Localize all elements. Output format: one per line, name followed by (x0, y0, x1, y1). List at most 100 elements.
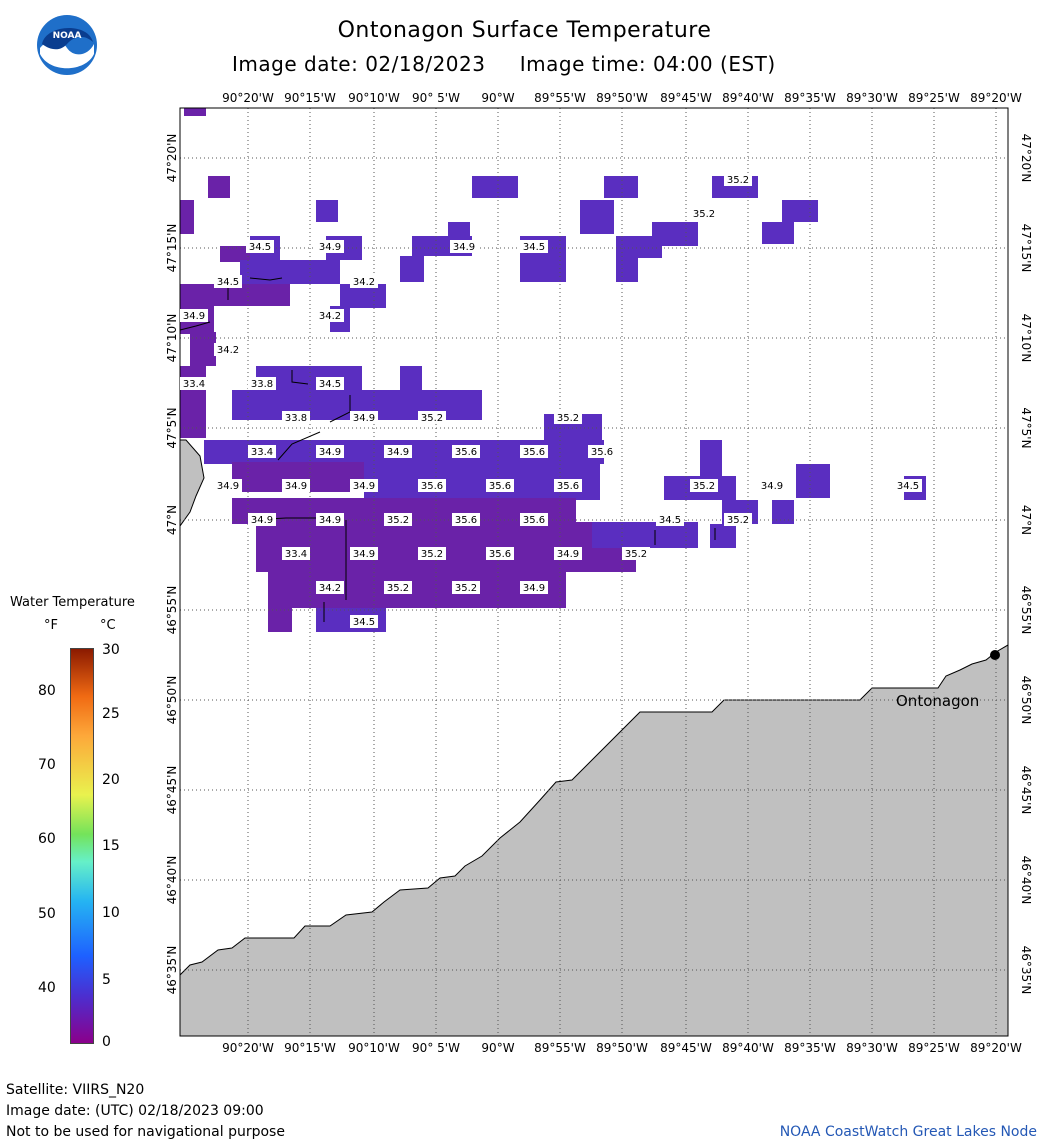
temperature-label: 33.4 (285, 549, 307, 560)
temperature-label: 34.2 (319, 311, 341, 322)
page-title: Ontonagon Surface Temperature (337, 18, 712, 43)
temperature-label-bg (214, 275, 242, 288)
temperature-label-bg (894, 479, 922, 492)
latitude-label: 46°55'N (165, 586, 179, 635)
latitude-label: 46°40'N (1019, 856, 1033, 905)
temperature-label: 35.6 (523, 447, 545, 458)
longitude-label: 89°30'W (846, 1041, 898, 1055)
temperature-label-bg (248, 377, 276, 390)
water-temperature-cell (316, 200, 338, 222)
temperature-label: 35.2 (387, 583, 409, 594)
latitude-label: 47°20'N (1019, 134, 1033, 183)
water-temperature-cell (268, 608, 292, 632)
temperature-label-bg (418, 547, 446, 560)
satellite-info: Satellite: VIIRS_N20 (6, 1082, 145, 1098)
legend-tick-c: 0 (102, 1034, 111, 1050)
temperature-label: 35.2 (625, 549, 647, 560)
water-temperature-cell (190, 332, 216, 366)
water-temperature-cell (772, 500, 794, 524)
legend-tick-f: 60 (38, 831, 56, 847)
temperature-label: 34.9 (557, 549, 579, 560)
temperature-label-bg (486, 547, 514, 560)
temperature-label-bg (554, 547, 582, 560)
temperature-label: 34.9 (353, 413, 375, 424)
latitude-label: 46°55'N (1019, 586, 1033, 635)
temperature-label-bg (248, 513, 276, 526)
temperature-label-bg (520, 513, 548, 526)
temperature-label-bg (554, 479, 582, 492)
latitude-label: 47°N (1019, 505, 1033, 535)
water-temperature-cell (472, 176, 518, 198)
temperature-label: 35.2 (693, 209, 715, 220)
legend-tick-f: 70 (38, 757, 56, 773)
temperature-label-bg (384, 581, 412, 594)
ontonagon-marker (990, 650, 1000, 660)
temperature-label: 34.2 (319, 583, 341, 594)
latitude-label: 46°50'N (1019, 676, 1033, 725)
temperature-label: 34.9 (285, 481, 307, 492)
latitude-label: 47°15'N (1019, 224, 1033, 273)
temperature-label-bg (520, 581, 548, 594)
water-temperature-cell (400, 256, 424, 282)
temperature-label-bg (246, 240, 274, 253)
legend-tick-c: 30 (102, 642, 120, 658)
temperature-label-bg (350, 275, 378, 288)
longitude-label: 89°35'W (784, 1041, 836, 1055)
latitude-label: 47°20'N (165, 134, 179, 183)
longitude-label: 89°50'W (596, 1041, 648, 1055)
latitude-label: 46°45'N (1019, 766, 1033, 815)
legend-tick-c: 25 (102, 706, 120, 722)
longitude-label: 90°W (481, 1041, 514, 1055)
longitude-label: 89°40'W (722, 1041, 774, 1055)
temperature-label: 33.8 (251, 379, 273, 390)
latitude-label: 47°N (165, 505, 179, 535)
longitude-label: 90°W (481, 91, 514, 105)
water-temperature-cell (604, 176, 638, 198)
legend-tick-c: 15 (102, 838, 120, 854)
place-label: Ontonagon (896, 692, 979, 710)
temperature-label-bg (350, 479, 378, 492)
longitude-label: 89°20'W (970, 1041, 1022, 1055)
temperature-label-bg (622, 547, 650, 560)
temperature-label: 35.2 (727, 175, 749, 186)
water-temperature-cell (762, 222, 794, 244)
temperature-label: 35.2 (727, 515, 749, 526)
temperature-label-bg (724, 173, 752, 186)
south-shore-land (180, 644, 1008, 1036)
temperature-label: 35.6 (421, 481, 443, 492)
navigation-warning: Not to be used for navigational purpose (6, 1124, 285, 1140)
temperature-label: 34.5 (523, 242, 545, 253)
longitude-label: 89°55'W (534, 1041, 586, 1055)
temperature-label-bg (248, 445, 276, 458)
temperature-label: 35.2 (557, 413, 579, 424)
longitude-label: 89°45'W (660, 91, 712, 105)
water-temperature-cell (710, 524, 736, 548)
water-temperature-cell (208, 176, 230, 198)
temperature-label-bg (180, 309, 208, 322)
longitude-label: 90°20'W (222, 1041, 274, 1055)
water-temperature-cell (400, 366, 422, 390)
temperature-label: 34.9 (523, 583, 545, 594)
latitude-label: 46°45'N (165, 766, 179, 815)
temperature-label: 34.9 (319, 447, 341, 458)
legend-colorbar (70, 648, 94, 1044)
longitude-label: 90° 5'W (412, 1041, 460, 1055)
temperature-label-bg (588, 445, 616, 458)
temperature-label: 35.6 (591, 447, 613, 458)
temperature-label-bg (656, 513, 684, 526)
temperature-label: 35.2 (455, 583, 477, 594)
temperature-label: 35.6 (455, 447, 477, 458)
temperature-label-bg (316, 309, 344, 322)
temperature-label: 34.5 (217, 277, 239, 288)
water-temperature-cell (616, 236, 662, 258)
temperature-label: 33.4 (251, 447, 273, 458)
temperature-label: 34.9 (353, 481, 375, 492)
temperature-label: 33.8 (285, 413, 307, 424)
temperature-label: 34.5 (319, 379, 341, 390)
latitude-label: 47°5'N (1019, 407, 1033, 448)
temperature-label: 34.9 (319, 515, 341, 526)
longitude-label: 90°10'W (348, 1041, 400, 1055)
temperature-label-bg (316, 377, 344, 390)
longitude-label: 90°15'W (284, 1041, 336, 1055)
